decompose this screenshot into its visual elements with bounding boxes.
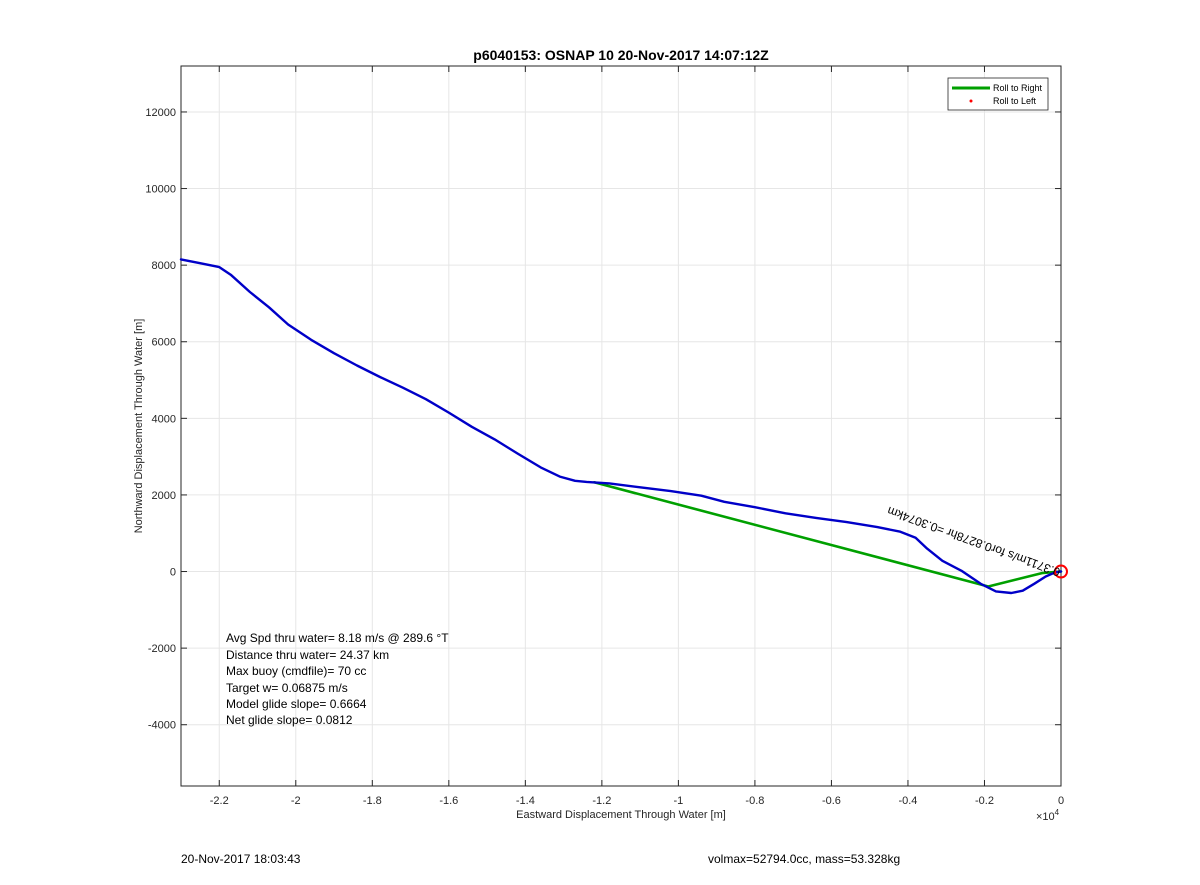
glider-track-line [179,258,1063,595]
x-axis-label: Eastward Displacement Through Water [m] [516,809,726,821]
legend-box [947,77,1049,111]
x-tick-label: 0 [1058,795,1064,807]
y-tick-label: 4000 [152,413,176,425]
legend-label-roll-left: Roll to Left [993,96,1037,106]
x-tick-label: -1.6 [439,795,458,807]
chart-title: p6040153: OSNAP 10 20-Nov-2017 14:07:12Z [473,47,769,63]
y-axis-label: Northward Displacement Through Water [m] [133,319,145,534]
y-tick-label: 8000 [152,260,176,272]
x-tick-label: -2 [291,795,301,807]
x-tick-label: -2.2 [210,795,229,807]
end-position-marker [1054,564,1068,579]
y-tick-label: -4000 [148,720,176,732]
stat-target-w: Target w= 0.06875 m/s [226,681,348,695]
x-tick-label: -1.2 [592,795,611,807]
y-tick-label: 10000 [145,184,176,196]
x-tick-label: -0.4 [898,795,917,807]
rotated-segment-annotation: 0.3711m/s for0.8278hr =0.3074km [885,504,1062,580]
legend-swatch-roll-left [969,99,973,103]
grid-lines [181,66,1062,786]
x-axis-exponent: ×104 [1036,808,1060,823]
roll-to-right-line [592,480,1063,588]
footer-timestamp: 20-Nov-2017 18:03:43 [181,852,301,866]
x-tick-label: -1 [674,795,684,807]
axis-ticks: -2.2 -2 -1.8 -1.6 -1.4 -1.2 -1 -0.8 -0.6 -0.4 -0.2… [145,66,1064,807]
y-tick-label: 0 [170,567,176,579]
y-tick-label: -2000 [148,643,176,655]
plot-area-frame [180,65,1062,787]
y-tick-label: 2000 [152,490,176,502]
y-tick-label: 12000 [145,107,176,119]
x-tick-label: -0.8 [745,795,764,807]
legend: Roll to Right Roll to Left [947,77,1049,111]
stat-avg-speed: Avg Spd thru water= 8.18 m/s @ 289.6 °T [226,631,449,645]
x-tick-label: -1.8 [363,795,382,807]
stat-model-glide-slope: Model glide slope= 0.6664 [226,697,367,711]
data-series [179,258,1068,595]
stat-distance: Distance thru water= 24.37 km [226,648,389,662]
y-tick-label: 6000 [152,337,176,349]
x-tick-label: -0.6 [822,795,841,807]
x-tick-label: -1.4 [516,795,535,807]
stat-net-glide-slope: Net glide slope= 0.0812 [226,713,353,727]
stats-annotation: Avg Spd thru water= 8.18 m/s @ 289.6 °T … [226,631,449,727]
stat-max-buoy: Max buoy (cmdfile)= 70 cc [226,664,366,678]
legend-label-roll-right: Roll to Right [993,83,1043,93]
footer-volmax-mass: volmax=52794.0cc, mass=53.328kg [708,852,901,866]
x-tick-label: -0.2 [975,795,994,807]
